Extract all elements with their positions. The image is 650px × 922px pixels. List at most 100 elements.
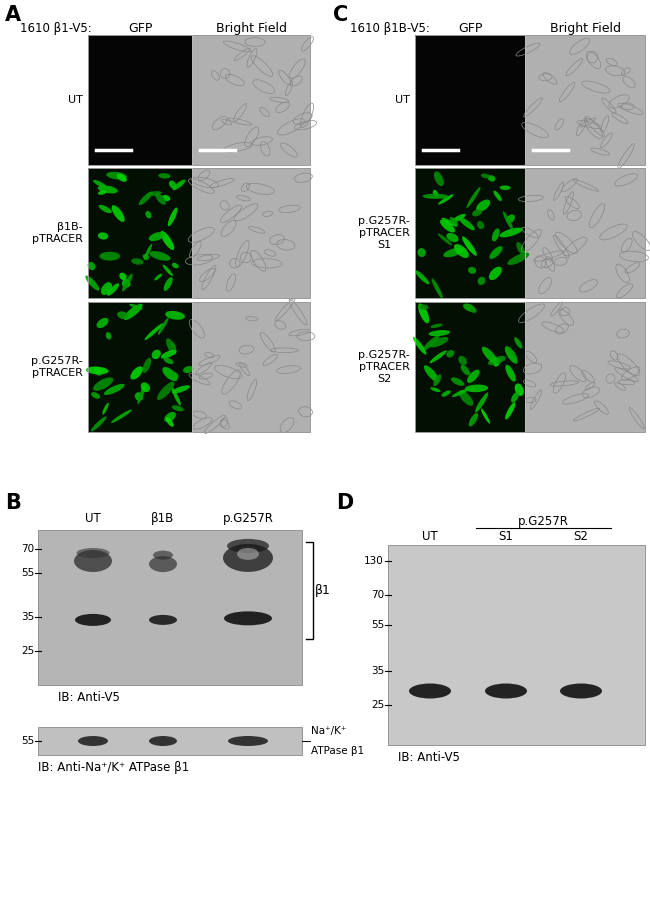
Ellipse shape [164, 278, 173, 290]
Ellipse shape [488, 356, 506, 365]
Text: p.G257R-
pTRACER: p.G257R- pTRACER [31, 356, 83, 378]
Ellipse shape [461, 365, 470, 375]
Ellipse shape [511, 392, 519, 403]
Ellipse shape [409, 683, 451, 699]
Ellipse shape [122, 279, 131, 288]
Ellipse shape [237, 548, 259, 560]
Ellipse shape [423, 335, 439, 350]
Text: 55: 55 [21, 568, 34, 578]
Bar [415, 35, 525, 165]
Ellipse shape [98, 190, 107, 195]
Text: UT: UT [422, 530, 438, 543]
Ellipse shape [172, 385, 190, 394]
Text: 55: 55 [21, 736, 34, 746]
Ellipse shape [149, 232, 165, 241]
Bar [415, 302, 645, 432]
Ellipse shape [112, 205, 125, 222]
Ellipse shape [506, 215, 515, 223]
Ellipse shape [116, 173, 127, 182]
Ellipse shape [476, 199, 490, 212]
Ellipse shape [459, 390, 473, 406]
Ellipse shape [150, 251, 170, 261]
Ellipse shape [422, 194, 449, 199]
Ellipse shape [172, 263, 179, 268]
Bar [525, 168, 645, 298]
Ellipse shape [465, 384, 488, 392]
Text: p.G257R-
pTRACER
S2: p.G257R- pTRACER S2 [358, 350, 410, 384]
Ellipse shape [441, 390, 450, 396]
Ellipse shape [224, 611, 272, 625]
Ellipse shape [131, 366, 143, 380]
Text: β1B-
pTRACER: β1B- pTRACER [32, 222, 83, 243]
Ellipse shape [137, 384, 146, 404]
Ellipse shape [122, 274, 133, 291]
Ellipse shape [101, 282, 112, 295]
Text: p.G257R: p.G257R [222, 512, 274, 525]
Text: 1610 β1B-V5:: 1610 β1B-V5: [350, 22, 430, 35]
Ellipse shape [149, 615, 177, 625]
Ellipse shape [227, 538, 269, 553]
Ellipse shape [447, 233, 459, 242]
Ellipse shape [88, 262, 96, 270]
Ellipse shape [462, 236, 476, 255]
Ellipse shape [430, 350, 447, 363]
Ellipse shape [503, 211, 514, 231]
Ellipse shape [98, 185, 118, 194]
Text: p.G257R: p.G257R [518, 515, 569, 528]
Ellipse shape [441, 218, 458, 227]
Text: β1: β1 [315, 584, 331, 597]
Ellipse shape [475, 393, 488, 412]
Ellipse shape [138, 192, 153, 205]
Ellipse shape [164, 412, 176, 422]
Ellipse shape [153, 550, 173, 560]
Ellipse shape [481, 408, 490, 423]
Ellipse shape [86, 367, 109, 374]
Text: IB: Anti-Na⁺/K⁺ ATPase β1: IB: Anti-Na⁺/K⁺ ATPase β1 [38, 761, 189, 774]
Ellipse shape [458, 356, 467, 365]
Ellipse shape [488, 175, 495, 182]
Ellipse shape [157, 382, 174, 400]
Ellipse shape [93, 180, 107, 188]
Ellipse shape [91, 417, 107, 431]
Ellipse shape [451, 214, 466, 222]
Text: S2: S2 [573, 530, 588, 543]
Ellipse shape [418, 303, 429, 324]
Text: p.G257R-
pTRACER
S1: p.G257R- pTRACER S1 [358, 217, 410, 250]
Ellipse shape [417, 248, 426, 257]
Ellipse shape [162, 265, 173, 276]
Ellipse shape [144, 244, 152, 259]
Text: UT: UT [85, 512, 101, 525]
Ellipse shape [91, 392, 100, 398]
Text: ATPase β1: ATPase β1 [311, 746, 364, 756]
Text: Bright Field: Bright Field [549, 22, 621, 35]
Text: 1610 β1-V5:: 1610 β1-V5: [20, 22, 92, 35]
Text: IB: Anti-V5: IB: Anti-V5 [58, 691, 120, 704]
Ellipse shape [107, 171, 127, 180]
Ellipse shape [147, 191, 162, 196]
Ellipse shape [75, 614, 111, 626]
Ellipse shape [129, 304, 143, 310]
Ellipse shape [183, 366, 194, 373]
Ellipse shape [499, 228, 523, 237]
Text: 35: 35 [21, 612, 34, 621]
Ellipse shape [94, 367, 103, 375]
Ellipse shape [560, 683, 602, 699]
Ellipse shape [171, 342, 176, 349]
Bar [415, 168, 645, 298]
Ellipse shape [106, 332, 112, 339]
Ellipse shape [514, 337, 523, 349]
Ellipse shape [452, 389, 468, 397]
Ellipse shape [144, 324, 163, 340]
Ellipse shape [172, 180, 185, 190]
Ellipse shape [428, 330, 450, 337]
Ellipse shape [472, 209, 482, 217]
Ellipse shape [489, 266, 502, 280]
Ellipse shape [223, 544, 273, 572]
Ellipse shape [143, 254, 149, 260]
Ellipse shape [111, 409, 132, 423]
Ellipse shape [140, 383, 150, 392]
Bar [415, 302, 525, 432]
Bar [192, 302, 310, 432]
Ellipse shape [432, 278, 443, 299]
Bar [388, 545, 645, 745]
